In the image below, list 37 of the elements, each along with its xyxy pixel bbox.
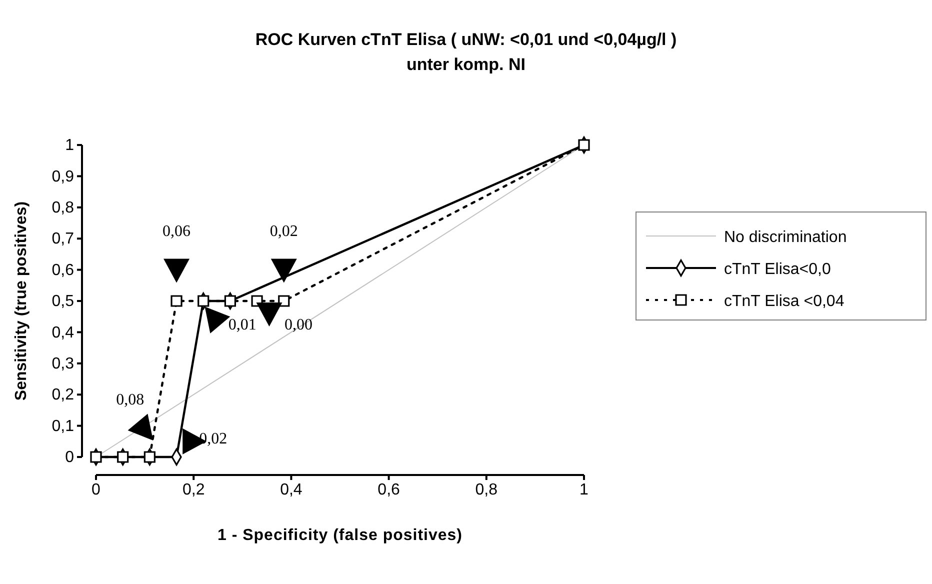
legend-label: cTnT Elisa <0,04: [724, 293, 844, 310]
x-tick-label: 0: [92, 481, 101, 498]
y-tick-label: 0,5: [52, 293, 74, 310]
x-axis-title: 1 - Specificity (false positives): [217, 527, 463, 544]
y-tick-label: 0,8: [52, 200, 74, 217]
x-tick-label: 0,4: [280, 481, 302, 498]
y-axis-title: Sensitivity (true positives): [13, 201, 30, 401]
y-tick-label: 0: [65, 449, 74, 466]
chart-title: ROC Kurven cTnT Elisa ( uNW: <0,01 und <0,04µg/l ): [255, 30, 677, 49]
point: [90, 451, 102, 463]
y-tick-label: 0,3: [52, 356, 74, 373]
point: [144, 451, 156, 463]
point: [170, 295, 182, 307]
x-tick-label: 0,2: [182, 481, 205, 498]
y-tick-label: 1: [65, 137, 74, 154]
y-tick-label: 0,7: [52, 230, 74, 248]
point: [198, 295, 210, 307]
point: [278, 295, 290, 307]
annotation: 0,06: [162, 223, 191, 240]
legend-label: cTnT Elisa<0,0: [724, 261, 831, 278]
y-tick-label: 0,1: [52, 418, 74, 435]
annotation: 0,01: [228, 316, 256, 334]
point: [117, 451, 129, 463]
x-tick-label: 0,6: [378, 481, 400, 498]
annotation: 0,08: [116, 392, 144, 409]
y-tick-label: 0,4: [52, 324, 74, 342]
chart-subtitle: unter komp. NI: [406, 55, 526, 74]
y-tick-label: 0,6: [52, 262, 74, 279]
annotation: 0,02: [270, 223, 298, 240]
y-tick-label: 0,2: [52, 386, 74, 404]
point: [578, 139, 590, 151]
x-tick-label: 1: [580, 481, 589, 498]
legend-label: No discrimination: [724, 229, 847, 246]
y-tick-label: 0,9: [52, 168, 74, 186]
annotation: 0,00: [284, 316, 313, 334]
point: [224, 295, 236, 307]
x-tick-label: 0,8: [475, 481, 498, 498]
